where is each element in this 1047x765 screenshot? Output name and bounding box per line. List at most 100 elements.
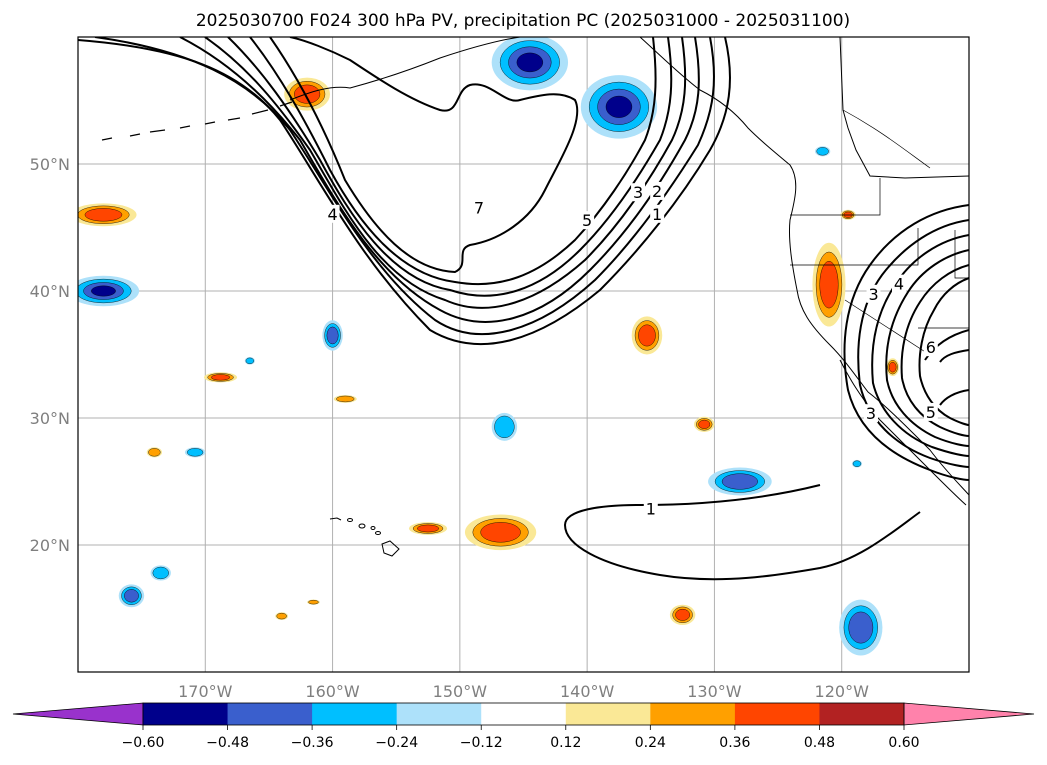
coastlines xyxy=(101,37,969,557)
precip-shade-level xyxy=(91,285,116,297)
pv-contour-east-4 xyxy=(885,249,969,447)
lon-tick-label: 130°W xyxy=(687,682,742,701)
contour-label: 3 xyxy=(868,285,878,304)
contour-label: 1 xyxy=(646,499,656,518)
colorbar-tick-label: −0.24 xyxy=(375,735,418,751)
contour-label: 7 xyxy=(474,198,484,217)
pv-contour-6 xyxy=(249,37,657,286)
lat-tick-label: 40°N xyxy=(30,282,70,301)
pv-contour-east-2 xyxy=(857,219,969,468)
lon-tick-label: 170°W xyxy=(178,682,233,701)
colorbar-segment xyxy=(481,703,567,725)
lon-tick-label: 120°W xyxy=(815,682,870,701)
pv-contour-5 xyxy=(227,37,673,297)
precip-shade-level xyxy=(326,326,339,345)
colorbar-segment xyxy=(143,703,229,725)
pv-contour-east-3 xyxy=(871,234,969,457)
hawaii-islands xyxy=(329,517,400,557)
precip-anomaly xyxy=(118,584,145,608)
precip-anomaly xyxy=(851,459,863,468)
contour-label-bg xyxy=(325,204,340,223)
aleutian-islands xyxy=(101,101,293,141)
precip-anomaly xyxy=(694,416,715,432)
colorbar-tick-label: −0.12 xyxy=(460,735,503,751)
precip-anomaly xyxy=(886,358,899,377)
pv-contour-1-subtropical xyxy=(563,484,921,581)
precip-shade-level xyxy=(308,599,319,605)
contour-label-bg xyxy=(471,198,486,217)
precip-anomaly xyxy=(580,75,658,139)
colorbar-tick-label: −0.48 xyxy=(206,735,249,751)
precip-anomaly xyxy=(708,467,772,496)
precipitation-anomalies xyxy=(78,37,899,656)
precip-shade-level xyxy=(276,612,287,620)
precip-anomaly xyxy=(275,612,289,620)
colorbar-segment xyxy=(227,703,313,725)
contour-label: 1 xyxy=(652,205,662,224)
contour-label-bg xyxy=(580,211,595,230)
precip-anomaly xyxy=(322,320,343,351)
precip-anomaly xyxy=(464,514,537,551)
colorbar-segment xyxy=(312,703,398,725)
lon-tick-label: 160°W xyxy=(305,682,360,701)
precip-shade-level xyxy=(638,324,656,347)
pv-contour-7 xyxy=(269,37,579,274)
alaska-coast xyxy=(289,37,521,101)
colorbar-extend-high xyxy=(903,702,1035,726)
precip-anomaly xyxy=(812,242,846,327)
precip-anomaly xyxy=(669,604,696,626)
colorbar-tick-label: 0.48 xyxy=(804,735,835,751)
precip-anomaly xyxy=(78,275,140,307)
pv-contour-3 xyxy=(179,37,700,323)
colorbar-tick-label: 0.36 xyxy=(719,735,750,751)
map-background xyxy=(78,37,969,672)
precip-anomaly xyxy=(840,209,856,220)
contour-label: 3 xyxy=(866,404,876,423)
lon-tick-label: 140°W xyxy=(560,682,615,701)
contour-label-bg xyxy=(923,338,938,357)
precip-anomaly xyxy=(839,599,883,656)
precip-anomaly xyxy=(307,599,320,605)
colorbar-tick-label: 0.12 xyxy=(550,735,581,751)
precip-shade-level xyxy=(336,395,355,403)
precip-shade-level xyxy=(124,589,139,603)
colorbar-tick-label: −0.36 xyxy=(291,735,334,751)
contour-label: 5 xyxy=(582,211,592,230)
contour-label-bg xyxy=(866,284,881,303)
precip-shade-level xyxy=(480,522,521,543)
colorbar-tick-label: 0.60 xyxy=(888,735,919,751)
contour-label: 3 xyxy=(633,183,643,202)
contour-label: 2 xyxy=(652,182,662,201)
contour-label-bg xyxy=(631,183,646,202)
precip-anomaly xyxy=(333,395,357,403)
pv-contour-east-1 xyxy=(843,204,969,481)
precip-shade-level xyxy=(675,608,690,621)
precip-anomaly xyxy=(631,316,663,355)
colorbar-segment xyxy=(734,703,820,725)
contour-label-bg xyxy=(891,274,906,293)
precip-anomaly xyxy=(184,447,206,458)
precip-shade-level xyxy=(211,374,231,381)
contour-label-bg xyxy=(643,499,658,518)
precip-anomaly xyxy=(78,203,137,227)
pv-contour-east-inner xyxy=(924,329,969,406)
precip-shade-level xyxy=(417,524,439,533)
colorbar-segment xyxy=(819,703,905,725)
contour-label: 5 xyxy=(926,403,936,422)
state-borders xyxy=(790,109,969,356)
pv-contour-east-5 xyxy=(900,264,969,437)
lat-tick-label: 50°N xyxy=(30,155,70,174)
precip-anomaly xyxy=(408,522,448,535)
precip-shade-level xyxy=(516,52,544,73)
map-frame xyxy=(77,36,970,673)
contour-label: 6 xyxy=(926,338,936,357)
lon-tick-label: 150°W xyxy=(433,682,488,701)
contour-label: 4 xyxy=(894,275,904,294)
contour-label-bg xyxy=(863,404,878,423)
colorbar-segment xyxy=(650,703,736,725)
contour-label-bg xyxy=(650,181,665,200)
pv-contours xyxy=(78,37,969,581)
precip-shade-level xyxy=(721,473,758,490)
lat-tick-label: 30°N xyxy=(30,409,70,428)
